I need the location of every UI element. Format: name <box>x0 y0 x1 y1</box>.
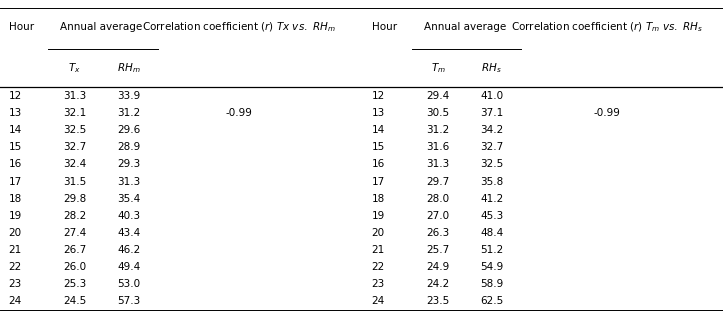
Text: 24.5: 24.5 <box>63 296 86 306</box>
Text: 31.2: 31.2 <box>427 125 450 135</box>
Text: 18: 18 <box>372 194 385 204</box>
Text: 13: 13 <box>372 108 385 118</box>
Text: 58.9: 58.9 <box>480 279 503 289</box>
Text: 32.4: 32.4 <box>63 160 86 169</box>
Text: 25.7: 25.7 <box>427 245 450 255</box>
Text: 34.2: 34.2 <box>480 125 503 135</box>
Text: 32.5: 32.5 <box>63 125 86 135</box>
Text: -0.99: -0.99 <box>225 108 252 118</box>
Text: 23: 23 <box>9 279 22 289</box>
Text: 43.4: 43.4 <box>117 228 140 238</box>
Text: Hour: Hour <box>9 22 34 32</box>
Text: 33.9: 33.9 <box>117 91 140 101</box>
Text: 53.0: 53.0 <box>117 279 140 289</box>
Text: 23.5: 23.5 <box>427 296 450 306</box>
Text: 21: 21 <box>9 245 22 255</box>
Text: 41.2: 41.2 <box>480 194 503 204</box>
Text: 29.8: 29.8 <box>63 194 86 204</box>
Text: 25.3: 25.3 <box>63 279 86 289</box>
Text: 46.2: 46.2 <box>117 245 140 255</box>
Text: 17: 17 <box>372 177 385 186</box>
Text: 27.0: 27.0 <box>427 211 450 221</box>
Text: 29.4: 29.4 <box>427 91 450 101</box>
Text: 24.9: 24.9 <box>427 262 450 272</box>
Text: 14: 14 <box>9 125 22 135</box>
Text: 15: 15 <box>372 142 385 152</box>
Text: 31.3: 31.3 <box>117 177 140 186</box>
Text: 32.7: 32.7 <box>480 142 503 152</box>
Text: 41.0: 41.0 <box>480 91 503 101</box>
Text: 28.0: 28.0 <box>427 194 450 204</box>
Text: 32.5: 32.5 <box>480 160 503 169</box>
Text: 49.4: 49.4 <box>117 262 140 272</box>
Text: 26.0: 26.0 <box>63 262 86 272</box>
Text: 13: 13 <box>9 108 22 118</box>
Text: Annual average: Annual average <box>424 22 506 32</box>
Text: 12: 12 <box>9 91 22 101</box>
Text: $RH_s$: $RH_s$ <box>482 61 502 75</box>
Text: 19: 19 <box>9 211 22 221</box>
Text: 16: 16 <box>372 160 385 169</box>
Text: -0.99: -0.99 <box>594 108 621 118</box>
Text: 48.4: 48.4 <box>480 228 503 238</box>
Text: 62.5: 62.5 <box>480 296 503 306</box>
Text: 29.3: 29.3 <box>117 160 140 169</box>
Text: Correlation coefficient ($r$) $Tx$ $vs.$ $RH_m$: Correlation coefficient ($r$) $Tx$ $vs.$… <box>142 20 335 34</box>
Text: 12: 12 <box>372 91 385 101</box>
Text: 24: 24 <box>372 296 385 306</box>
Text: 32.7: 32.7 <box>63 142 86 152</box>
Text: 18: 18 <box>9 194 22 204</box>
Text: Annual average: Annual average <box>61 22 142 32</box>
Text: 35.8: 35.8 <box>480 177 503 186</box>
Text: 22: 22 <box>9 262 22 272</box>
Text: 37.1: 37.1 <box>480 108 503 118</box>
Text: 17: 17 <box>9 177 22 186</box>
Text: 20: 20 <box>372 228 385 238</box>
Text: 14: 14 <box>372 125 385 135</box>
Text: 28.9: 28.9 <box>117 142 140 152</box>
Text: 19: 19 <box>372 211 385 221</box>
Text: 31.6: 31.6 <box>427 142 450 152</box>
Text: 29.7: 29.7 <box>427 177 450 186</box>
Text: Correlation coefficient ($r$) $T_m$ $vs.$ $RH_s$: Correlation coefficient ($r$) $T_m$ $vs.… <box>511 20 703 34</box>
Text: $T_x$: $T_x$ <box>68 61 81 75</box>
Text: 31.5: 31.5 <box>63 177 86 186</box>
Text: 26.7: 26.7 <box>63 245 86 255</box>
Text: 54.9: 54.9 <box>480 262 503 272</box>
Text: 57.3: 57.3 <box>117 296 140 306</box>
Text: 40.3: 40.3 <box>117 211 140 221</box>
Text: 20: 20 <box>9 228 22 238</box>
Text: Hour: Hour <box>372 22 397 32</box>
Text: 35.4: 35.4 <box>117 194 140 204</box>
Text: 24: 24 <box>9 296 22 306</box>
Text: 24.2: 24.2 <box>427 279 450 289</box>
Text: 15: 15 <box>9 142 22 152</box>
Text: 45.3: 45.3 <box>480 211 503 221</box>
Text: 27.4: 27.4 <box>63 228 86 238</box>
Text: 29.6: 29.6 <box>117 125 140 135</box>
Text: 31.3: 31.3 <box>427 160 450 169</box>
Text: 26.3: 26.3 <box>427 228 450 238</box>
Text: 30.5: 30.5 <box>427 108 450 118</box>
Text: 22: 22 <box>372 262 385 272</box>
Text: 51.2: 51.2 <box>480 245 503 255</box>
Text: 16: 16 <box>9 160 22 169</box>
Text: 31.2: 31.2 <box>117 108 140 118</box>
Text: 31.3: 31.3 <box>63 91 86 101</box>
Text: 21: 21 <box>372 245 385 255</box>
Text: 23: 23 <box>372 279 385 289</box>
Text: 28.2: 28.2 <box>63 211 86 221</box>
Text: $RH_m$: $RH_m$ <box>117 61 140 75</box>
Text: 32.1: 32.1 <box>63 108 86 118</box>
Text: $T_m$: $T_m$ <box>431 61 445 75</box>
